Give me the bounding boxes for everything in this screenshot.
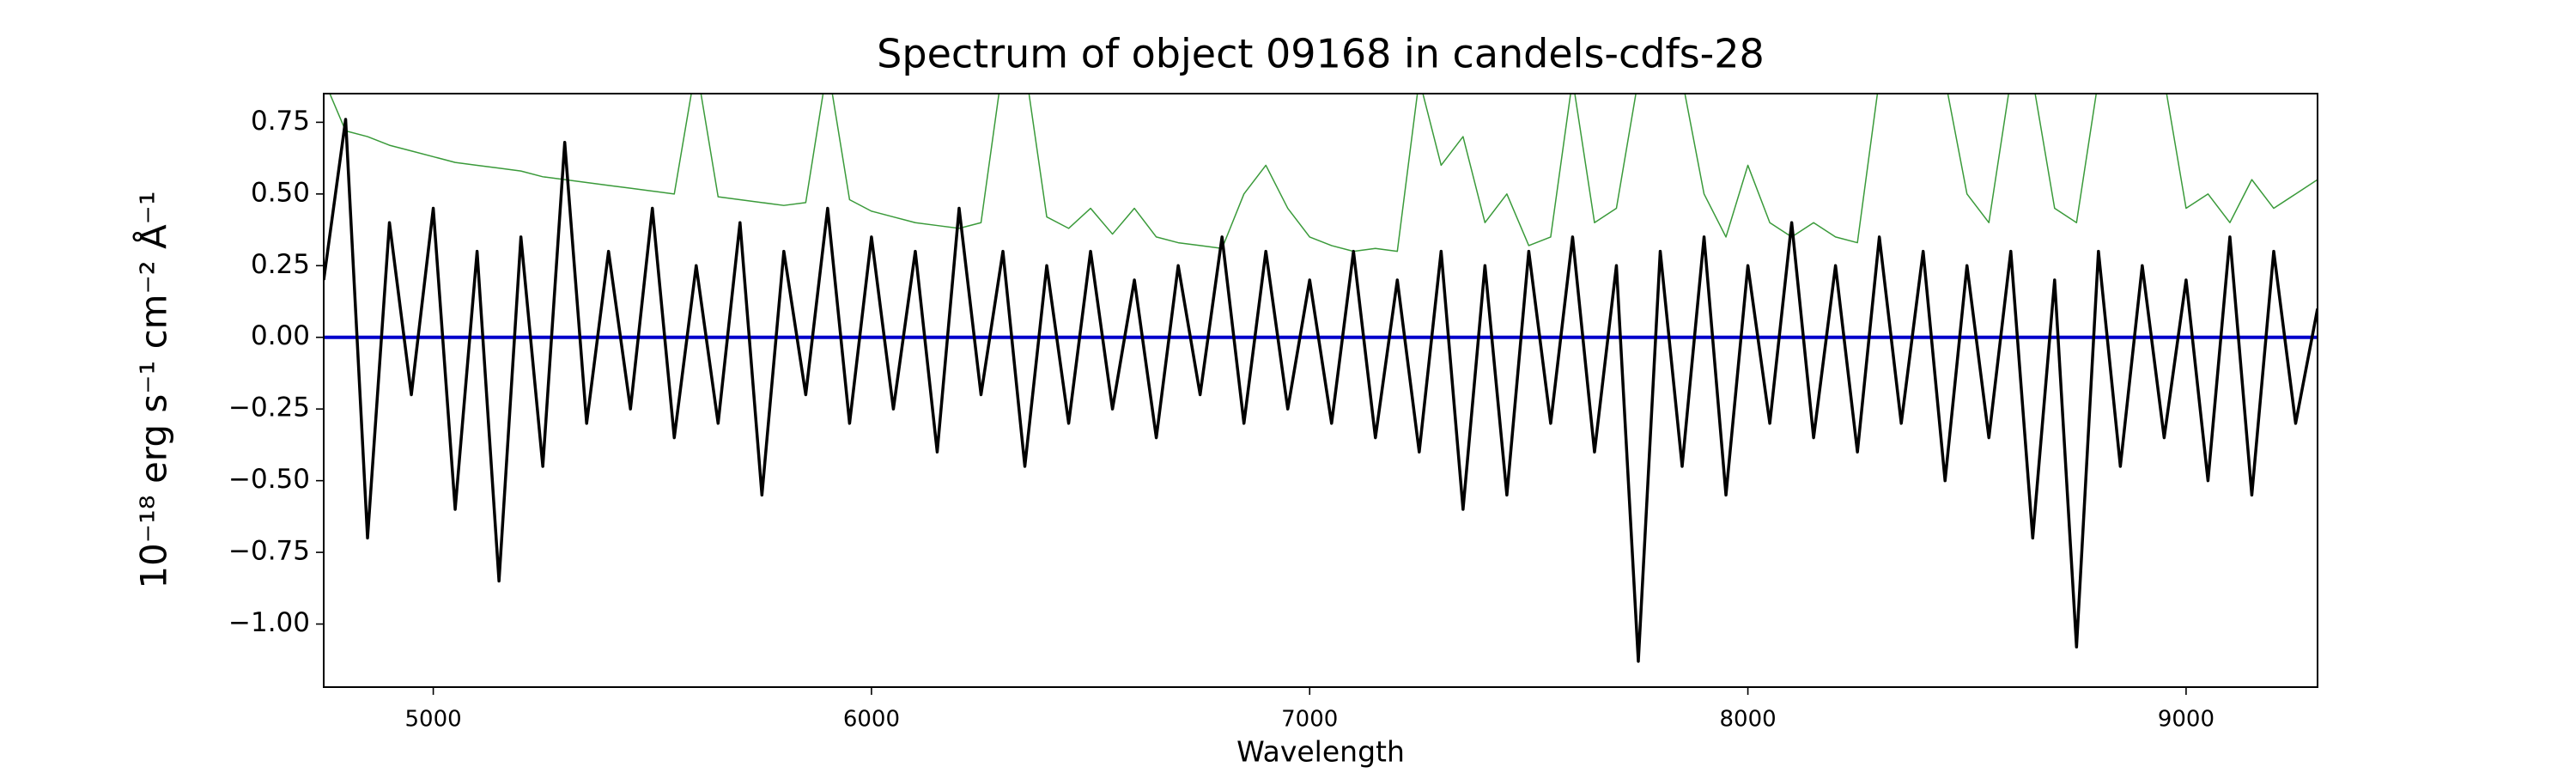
y-tick-label: −0.75 [228, 536, 310, 567]
x-tick-label: 7000 [1281, 707, 1338, 733]
y-axis-label: 10⁻¹⁸ erg s⁻¹ cm⁻² Å⁻¹ [132, 191, 175, 588]
y-tick-label: 0.25 [251, 249, 310, 280]
x-tick-label: 5000 [404, 707, 461, 733]
chart-title: Spectrum of object 09168 in candels-cdfs… [877, 31, 1765, 77]
x-axis-label: Wavelength [1236, 735, 1405, 769]
y-tick-label: 0.00 [251, 320, 310, 351]
y-tick-label: 0.75 [251, 106, 310, 137]
plot-area [324, 94, 2318, 663]
x-tick-label: 6000 [843, 707, 900, 733]
axes-frame [323, 93, 2318, 688]
spectrum-line [329, 94, 2318, 253]
y-tick-label: 0.50 [251, 177, 310, 208]
spectrum-line [324, 118, 2318, 663]
y-tick-label: −0.25 [228, 393, 310, 423]
y-tick-label: −0.50 [228, 464, 310, 495]
y-tick-label: −1.00 [228, 607, 310, 638]
x-tick-label: 9000 [2158, 707, 2215, 733]
x-tick-label: 8000 [1719, 707, 1776, 733]
